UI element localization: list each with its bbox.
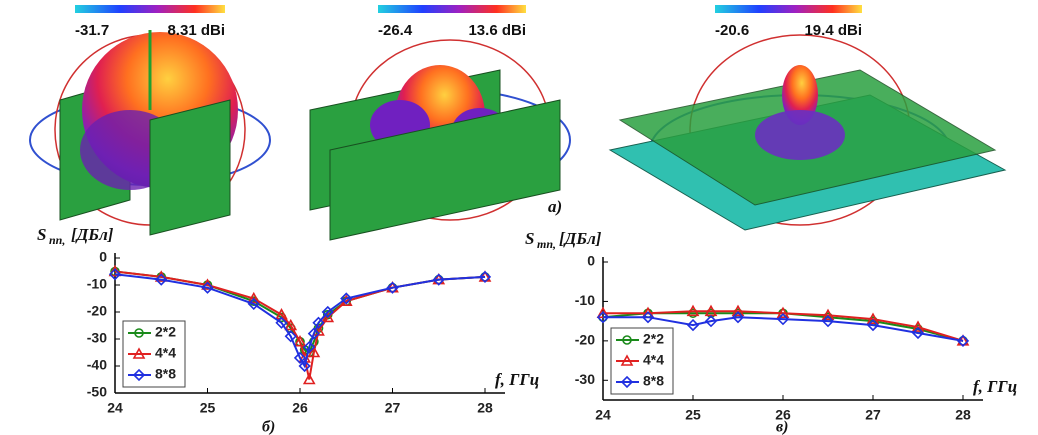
x-tick-label: 27 (385, 400, 401, 416)
y-tick-label: -30 (575, 371, 595, 387)
legend-label: 4*4 (643, 352, 664, 368)
legend-label: 8*8 (643, 373, 664, 389)
pattern-2x2 (30, 5, 270, 235)
y-label-unit: [ДБл] (559, 229, 602, 248)
legend-label: 4*4 (155, 345, 176, 361)
y-label-sub: nn, (49, 233, 65, 247)
x-tick-label: 25 (685, 407, 701, 423)
x-tick-label: 25 (200, 400, 216, 416)
y-tick-label: -30 (87, 330, 107, 346)
caption: в) (776, 419, 788, 435)
x-tick-label: 28 (477, 400, 493, 416)
colorbar-min: -31.7 (75, 22, 109, 39)
x-tick-label: 24 (595, 407, 611, 423)
legend-label: 8*8 (155, 366, 176, 382)
y-tick-label: -10 (87, 276, 107, 292)
board (150, 100, 230, 235)
y-label: S (37, 225, 46, 244)
colorbar-min: -26.4 (378, 22, 413, 39)
y-tick-label: -20 (87, 303, 107, 319)
y-label: S (525, 229, 534, 248)
colorbar-max: 8.31 dBi (167, 22, 225, 39)
legend-label: 2*2 (155, 324, 176, 340)
colorbar-min: -20.6 (715, 22, 749, 39)
pattern-lobe (755, 110, 845, 160)
pattern-4x4 (310, 5, 570, 240)
y-tick-label: 0 (99, 249, 107, 265)
x-tick-label: 27 (865, 407, 881, 423)
colorbar (75, 5, 225, 13)
colorbar-max: 13.6 dBi (468, 22, 526, 39)
x-label: f, ГГц (495, 370, 539, 389)
y-tick-label: 0 (587, 253, 595, 269)
legend-label: 2*2 (643, 331, 664, 347)
x-tick-label: 26 (292, 400, 308, 416)
colorbar (715, 5, 862, 13)
y-tick-label: -50 (87, 384, 107, 400)
colorbar (378, 5, 526, 13)
colorbar-max: 19.4 dBi (804, 22, 862, 39)
x-label: f, ГГц (973, 377, 1017, 396)
x-tick-label: 24 (107, 400, 123, 416)
caption: б) (262, 419, 275, 435)
y-label-sub: mn, (537, 237, 556, 251)
panel-label: a) (548, 197, 562, 216)
y-tick-label: -20 (575, 332, 595, 348)
y-label-unit: [ДБл] (71, 225, 114, 244)
x-tick-label: 28 (955, 407, 971, 423)
y-tick-label: -40 (87, 357, 107, 373)
y-tick-label: -10 (575, 292, 595, 308)
figure: a) -31.7 8.31 dBi -26.4 13.6 dBi -20.6 1… (0, 0, 1038, 435)
